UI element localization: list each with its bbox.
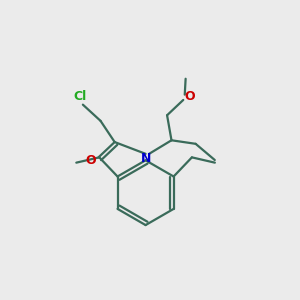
Text: Cl: Cl [73,90,86,103]
Text: O: O [184,90,195,103]
Text: O: O [86,154,96,167]
Text: N: N [140,152,151,165]
